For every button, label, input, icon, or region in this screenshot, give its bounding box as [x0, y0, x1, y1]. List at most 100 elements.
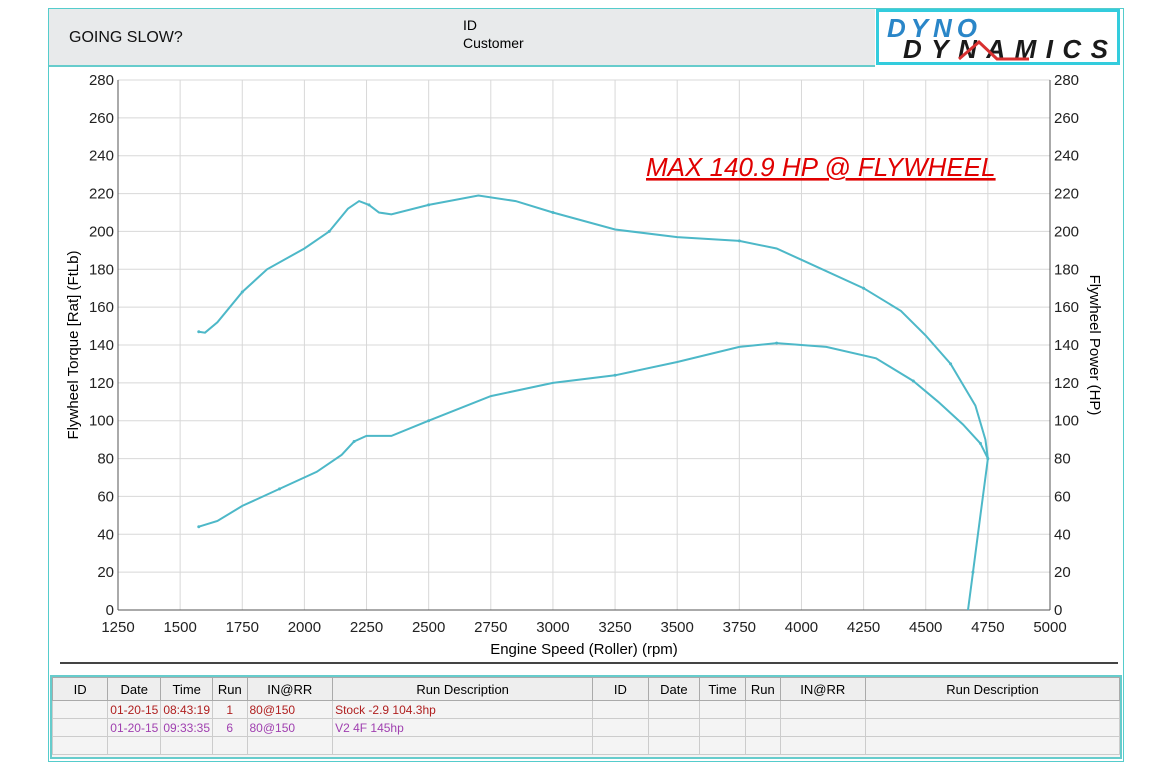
column-header[interactable]: ID [592, 677, 649, 701]
y-tick-label: 200 [89, 223, 114, 240]
column-header[interactable]: Run Description [864, 677, 1121, 701]
y-tick-label: 140 [89, 337, 114, 354]
torque-curve [198, 194, 989, 459]
x-tick-label: 3750 [723, 619, 756, 636]
table-cell [51, 736, 109, 755]
column-header[interactable]: Run Description [332, 677, 594, 701]
table-cell: 6 [212, 718, 248, 737]
dyno-dynamics-logo: DYNO DYNAMICS [876, 9, 1120, 65]
table-cell: 09:33:35 [160, 718, 214, 737]
table-cell: 80@150 [246, 718, 334, 737]
y2-tick-label: 220 [1054, 186, 1079, 203]
table-cell: Stock -2.9 104.3hp [332, 700, 594, 719]
y2-tick-label: 260 [1054, 110, 1079, 127]
y-tick-label: 160 [89, 299, 114, 316]
y2-tick-label: 0 [1054, 602, 1062, 619]
y-tick-label: 180 [89, 261, 114, 278]
y2-tick-label: 20 [1054, 564, 1071, 581]
table-cell [745, 700, 781, 719]
x-tick-label: 5000 [1033, 619, 1066, 636]
data-point [613, 373, 617, 377]
table-cell [647, 700, 701, 719]
y2-tick-label: 160 [1054, 299, 1079, 316]
y-tick-label: 80 [97, 451, 114, 468]
table-cell [647, 736, 701, 755]
table-cell [160, 736, 214, 755]
data-point [327, 229, 331, 233]
x-tick-label: 4250 [847, 619, 880, 636]
y2-tick-label: 280 [1054, 72, 1079, 89]
customer-label: Customer [463, 35, 524, 51]
table-row[interactable]: 01-20-15 09:33:35 6 80@150 V2 4F 145hp [51, 718, 1121, 737]
table-cell [699, 718, 747, 737]
data-point [197, 330, 201, 334]
table-cell [212, 736, 248, 755]
table-cell: 08:43:19 [160, 700, 214, 719]
table-cell: 1 [212, 700, 248, 719]
y2-tick-label: 80 [1054, 451, 1071, 468]
x-tick-label: 1750 [226, 619, 259, 636]
table-cell [592, 700, 649, 719]
column-header[interactable]: Date [107, 677, 162, 701]
column-header[interactable]: Run [745, 677, 781, 701]
y2-tick-label: 180 [1054, 261, 1079, 278]
x-tick-label: 3000 [536, 619, 569, 636]
data-point [737, 239, 741, 243]
data-point [862, 286, 866, 290]
data-point [197, 525, 201, 529]
power-curve [198, 342, 989, 611]
y-tick-label: 0 [106, 602, 114, 619]
x-tick-label: 3250 [598, 619, 631, 636]
data-point [278, 487, 282, 491]
y2-tick-label: 140 [1054, 337, 1079, 354]
y-axis-label: Flywheel Torque [Rat] (FtLb) [65, 251, 82, 440]
table-row[interactable] [51, 736, 1121, 755]
table-cell [745, 736, 781, 755]
table-cell [864, 700, 1121, 719]
x-tick-label: 2750 [474, 619, 507, 636]
column-header[interactable]: Time [699, 677, 747, 701]
data-point [367, 203, 371, 207]
table-row[interactable]: 01-20-15 08:43:19 1 80@150 Stock -2.9 104.3h… [51, 700, 1121, 719]
table-cell [51, 700, 109, 719]
table-cell: 01-20-15 [107, 718, 162, 737]
table-cell [647, 718, 701, 737]
table-cell [592, 718, 649, 737]
table-cell [699, 736, 747, 755]
column-header[interactable]: Time [160, 677, 214, 701]
table-cell: 01-20-15 [107, 700, 162, 719]
table-cell [51, 718, 109, 737]
column-header[interactable]: ID [51, 677, 109, 701]
data-point [949, 362, 953, 366]
table-cell [864, 718, 1121, 737]
id-label: ID [463, 17, 477, 33]
column-header[interactable]: Run [212, 677, 248, 701]
column-header[interactable]: IN@RR [246, 677, 334, 701]
data-point [427, 419, 431, 423]
data-point [971, 570, 975, 574]
x-tick-label: 1250 [101, 619, 134, 636]
y-tick-label: 60 [97, 488, 114, 505]
data-point [352, 440, 356, 444]
x-tick-label: 3500 [661, 619, 694, 636]
y-tick-label: 280 [89, 72, 114, 89]
x-tick-label: 2000 [288, 619, 321, 636]
data-point [427, 203, 431, 207]
y-tick-label: 20 [97, 564, 114, 581]
table-cell [779, 700, 866, 719]
y2-tick-label: 40 [1054, 526, 1071, 543]
y2-tick-label: 240 [1054, 148, 1079, 165]
table-cell [864, 736, 1121, 755]
table-cell [745, 718, 781, 737]
table-cell [779, 718, 866, 737]
column-header[interactable]: IN@RR [779, 677, 866, 701]
y-tick-label: 220 [89, 186, 114, 203]
y2-axis-label: Flywheel Power (HP) [1086, 275, 1103, 416]
column-header[interactable]: Date [647, 677, 701, 701]
y-tick-label: 260 [89, 110, 114, 127]
x-tick-label: 2500 [412, 619, 445, 636]
data-point [775, 341, 779, 345]
data-point [551, 211, 555, 214]
data-point [240, 290, 244, 294]
